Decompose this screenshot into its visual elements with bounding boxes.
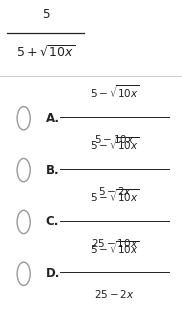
Text: $5 - \sqrt{10x}$: $5 - \sqrt{10x}$ bbox=[90, 84, 140, 100]
Text: B.: B. bbox=[46, 164, 59, 177]
Text: $5 - 10x$: $5 - 10x$ bbox=[94, 133, 135, 145]
Text: $5 - \sqrt{10x}$: $5 - \sqrt{10x}$ bbox=[90, 188, 140, 204]
Text: C.: C. bbox=[46, 215, 59, 228]
Text: $5 - 2x$: $5 - 2x$ bbox=[98, 185, 132, 197]
Text: $5 - \sqrt{10x}$: $5 - \sqrt{10x}$ bbox=[90, 239, 140, 256]
Text: A.: A. bbox=[46, 112, 60, 125]
Text: $5 + \sqrt{10x}$: $5 + \sqrt{10x}$ bbox=[16, 45, 75, 60]
Text: D.: D. bbox=[46, 267, 60, 280]
Text: $5 - \sqrt{10x}$: $5 - \sqrt{10x}$ bbox=[90, 136, 140, 152]
Text: $25 - 2x$: $25 - 2x$ bbox=[94, 288, 135, 300]
Text: 5: 5 bbox=[42, 8, 49, 21]
Text: $25 - 10x$: $25 - 10x$ bbox=[91, 237, 138, 249]
